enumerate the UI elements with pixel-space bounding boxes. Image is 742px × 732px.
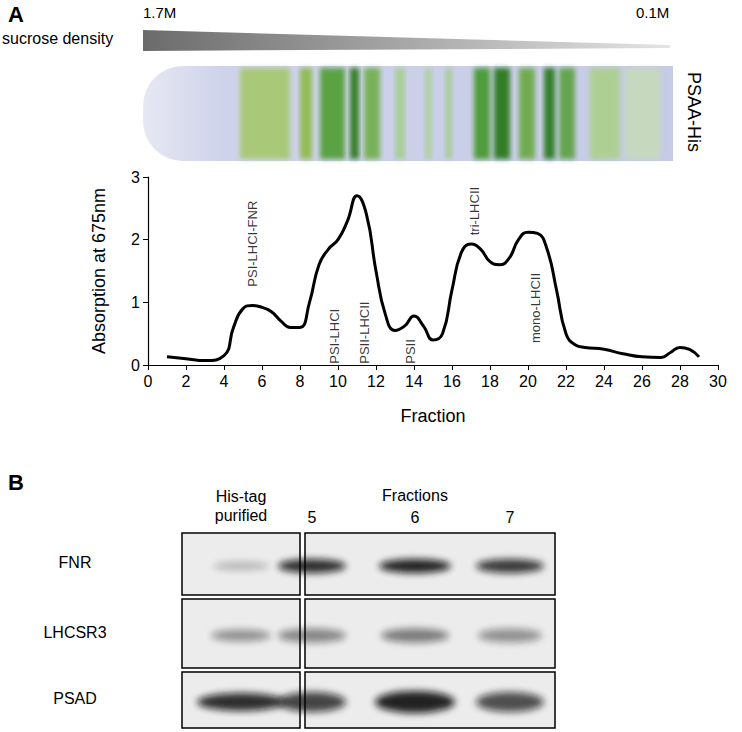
svg-text:26: 26: [633, 373, 651, 390]
svg-text:PSI-LHCI: PSI-LHCI: [327, 309, 342, 364]
html-text:PSAA-His: PSAA-His: [684, 72, 704, 152]
svg-text:30: 30: [709, 373, 727, 390]
svg-text:20: 20: [519, 373, 537, 390]
svg-text:14: 14: [405, 373, 423, 390]
svg-text:0: 0: [131, 357, 140, 374]
svg-text:PSI-LHCI-FNR: PSI-LHCI-FNR: [245, 201, 260, 287]
html-text:A: A: [8, 2, 24, 27]
svg-text:2: 2: [182, 373, 191, 390]
html-text:Fractions: Fractions: [382, 487, 448, 504]
svg-text:Fraction: Fraction: [400, 406, 465, 426]
svg-text:PSII: PSII: [403, 339, 418, 364]
svg-text:Absorption at 675nm: Absorption at 675nm: [89, 188, 109, 354]
html-text:sucrose density: sucrose density: [2, 30, 114, 47]
svg-text:1: 1: [131, 294, 140, 311]
html-text:B: B: [8, 470, 24, 495]
svg-text:16: 16: [443, 373, 461, 390]
svg-text:6: 6: [258, 373, 267, 390]
html-text:6: 6: [410, 509, 420, 526]
html-text:His-tag purified: His-tag purified: [214, 488, 268, 524]
svg-text:28: 28: [671, 373, 689, 390]
html-text:5: 5: [307, 509, 317, 526]
html-text:1.7M: 1.7M: [143, 4, 177, 21]
svg-text:18: 18: [481, 373, 499, 390]
svg-text:10: 10: [329, 373, 347, 390]
html-text:0.1M: 0.1M: [636, 4, 670, 21]
svg-text:12: 12: [367, 373, 385, 390]
svg-text:PSII-LHCII: PSII-LHCII: [357, 302, 372, 364]
svg-text:2: 2: [131, 231, 140, 248]
svg-text:mono-LHCII: mono-LHCII: [528, 273, 543, 343]
svg-text:22: 22: [557, 373, 575, 390]
html-text:7: 7: [505, 509, 515, 526]
svg-text:4: 4: [220, 373, 229, 390]
html-text:LHCSR3: LHCSR3: [43, 623, 107, 641]
html-text:PSAD: PSAD: [53, 690, 97, 707]
html-text:FNR: FNR: [58, 554, 92, 571]
svg-text:24: 24: [595, 373, 613, 390]
svg-text:tri-LHCII: tri-LHCII: [467, 187, 482, 235]
svg-text:3: 3: [131, 169, 140, 186]
svg-text:8: 8: [296, 373, 305, 390]
svg-text:0: 0: [144, 373, 153, 390]
